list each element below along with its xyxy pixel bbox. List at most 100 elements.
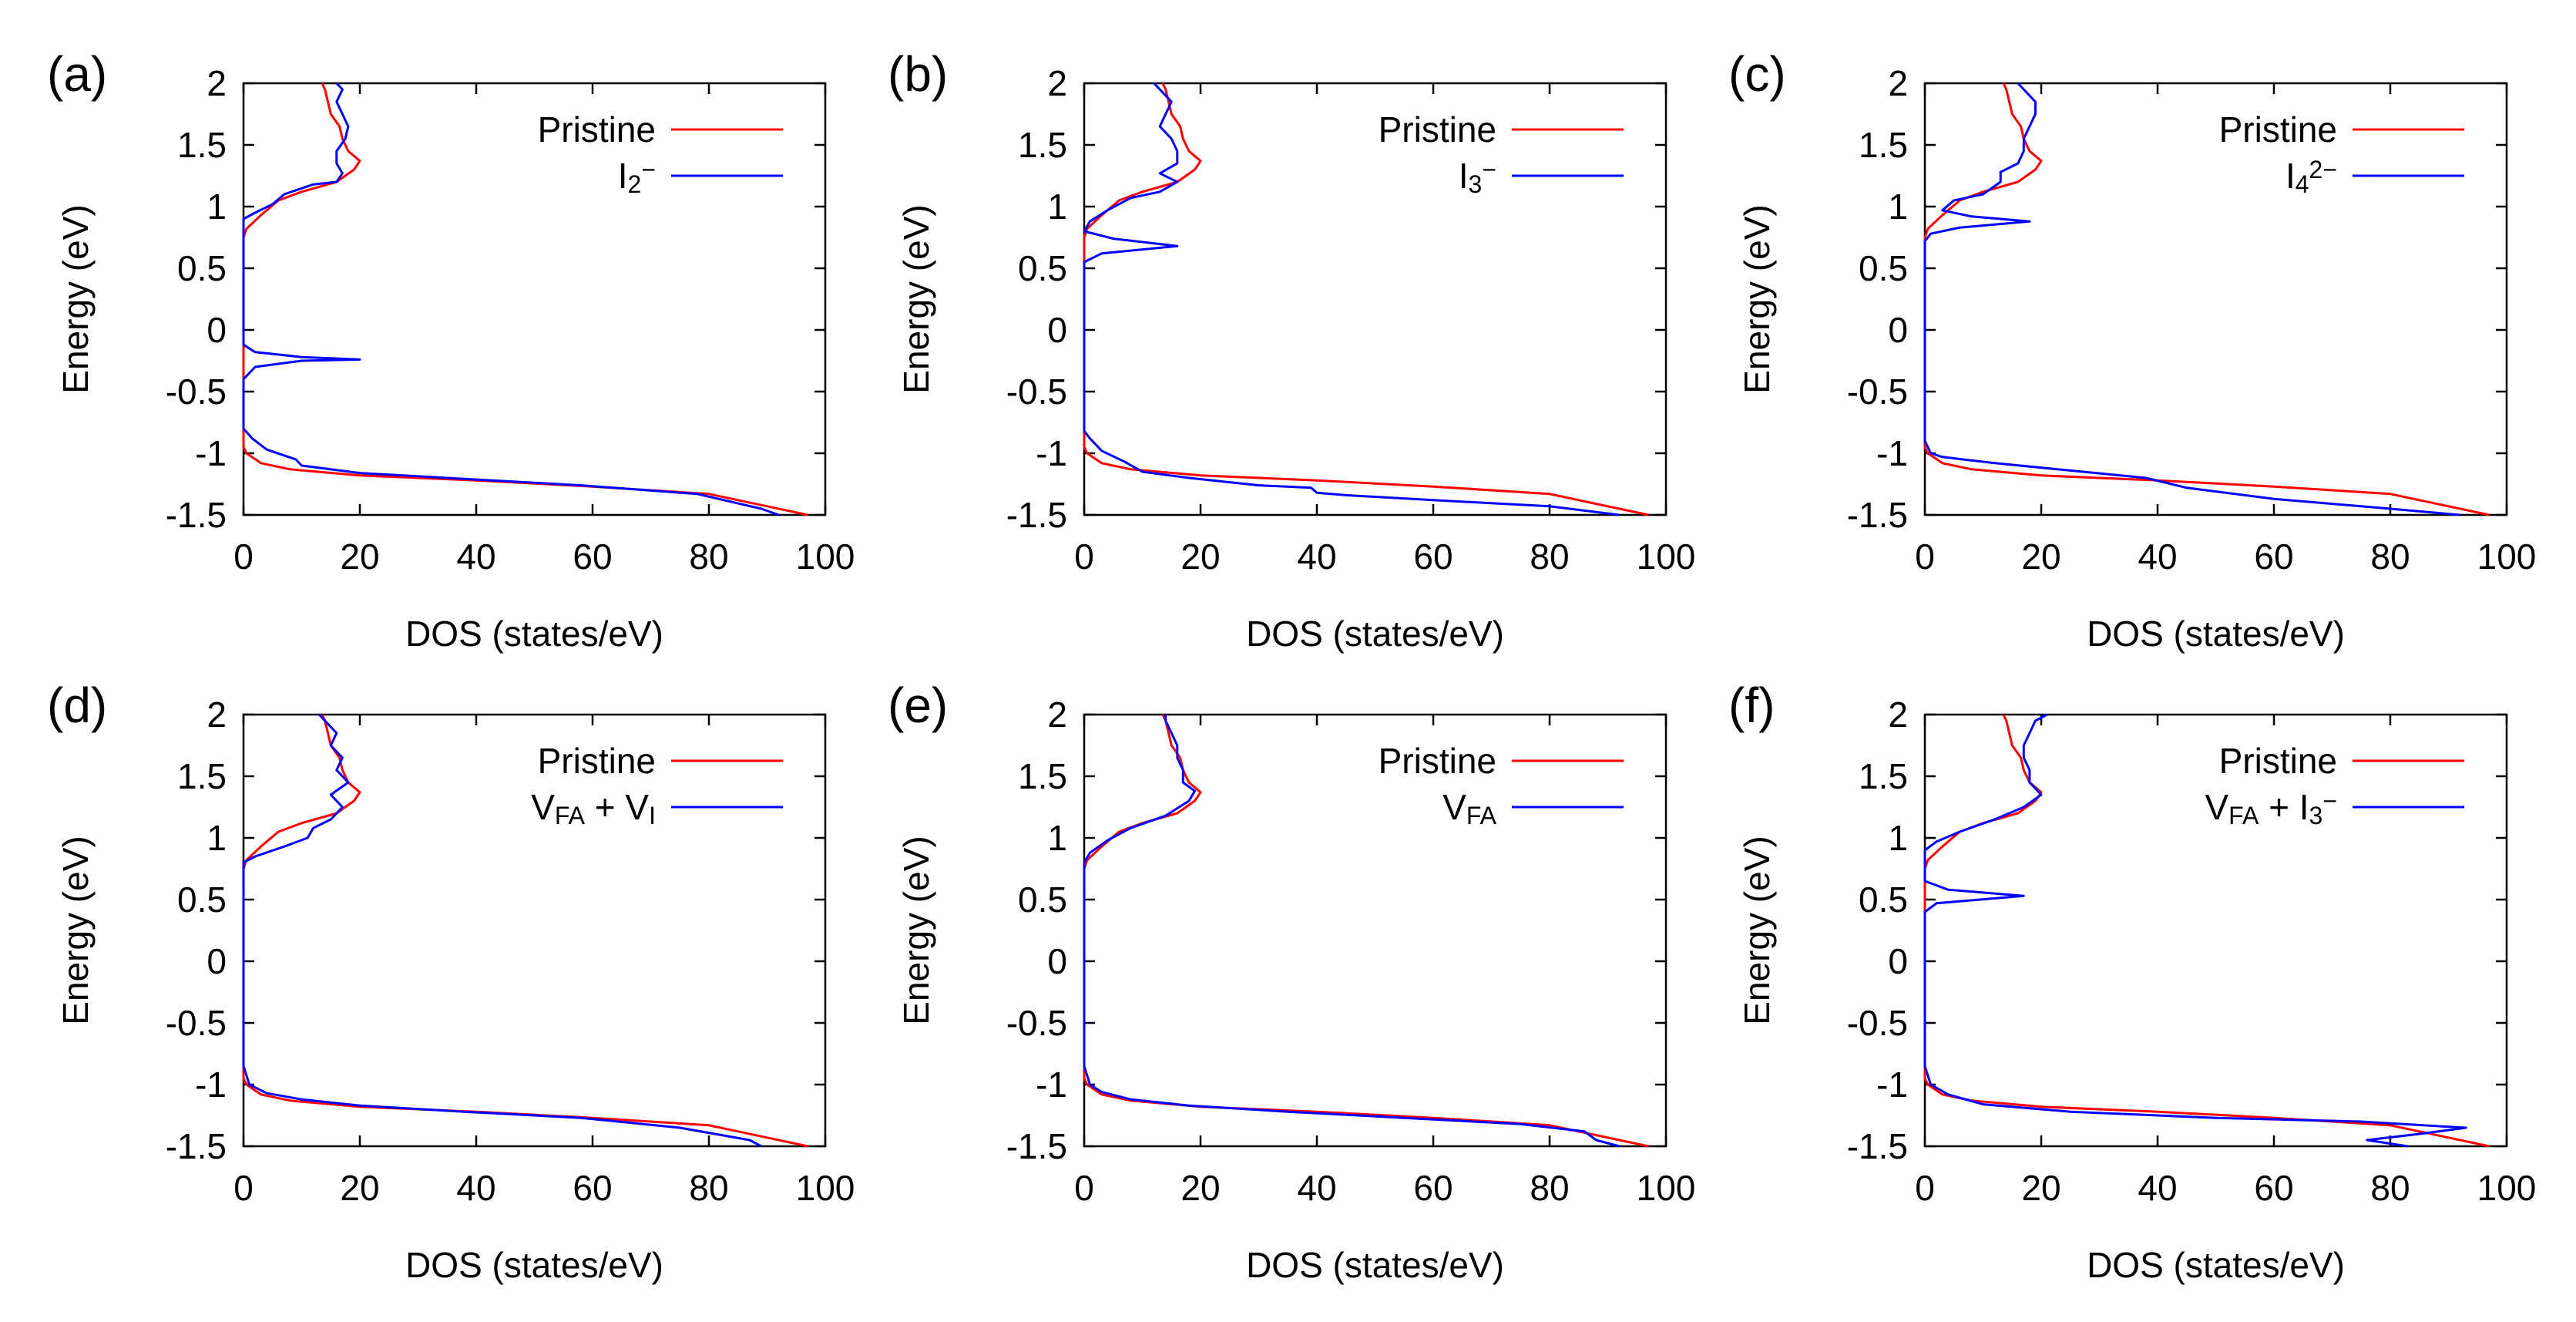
y-tick-label: 0.5 xyxy=(1018,248,1067,288)
dos-curve xyxy=(1923,82,2460,516)
y-tick-label: 1.5 xyxy=(1018,756,1067,796)
plot-frame xyxy=(1083,713,1668,1148)
x-tick-label: 40 xyxy=(1297,537,1336,577)
x-tick-label: 20 xyxy=(2021,537,2060,577)
x-tick-label: 100 xyxy=(796,1168,855,1208)
x-tick-label: 60 xyxy=(1413,537,1453,577)
x-tick-label: 40 xyxy=(2138,537,2177,577)
x-tick-label: 60 xyxy=(2254,537,2293,577)
y-tick-label: 0 xyxy=(207,941,227,981)
x-tick-label: 0 xyxy=(233,537,254,577)
x-tick-label: 80 xyxy=(689,537,728,577)
x-tick-label: 60 xyxy=(2254,1168,2293,1208)
x-tick-label: 40 xyxy=(456,537,495,577)
y-tick-label: 1 xyxy=(207,818,227,858)
legend-label: Pristine xyxy=(538,741,656,781)
y-tick-label: 2 xyxy=(1888,695,1908,735)
legend-label-part: V xyxy=(1442,787,1466,827)
plot-frame xyxy=(1923,82,2508,516)
legend-label-part: FA xyxy=(555,802,586,829)
y-tick-label: -0.5 xyxy=(1006,1003,1067,1043)
x-tick-label: 0 xyxy=(1915,1168,1935,1208)
legend-label-part: Pristine xyxy=(538,741,656,781)
legend-label: VFA xyxy=(1442,787,1496,829)
x-tick-label: 40 xyxy=(1297,1168,1336,1208)
y-tick-label: 0 xyxy=(1047,941,1067,981)
plot-frame xyxy=(1923,713,2508,1148)
dos-curve xyxy=(242,82,780,516)
y-tick-label: 0 xyxy=(1888,310,1908,350)
x-axis-title: DOS (states/eV) xyxy=(2087,614,2345,654)
panel-label: (d) xyxy=(47,678,107,733)
dos-curve xyxy=(1083,715,1620,1148)
x-tick-label: 60 xyxy=(573,1168,612,1208)
legend-label-part: 3 xyxy=(1469,170,1483,198)
y-tick-label: -1 xyxy=(1876,433,1908,473)
y-axis-title: Energy (eV) xyxy=(55,836,96,1024)
x-tick-label: 0 xyxy=(233,1168,254,1208)
x-tick-label: 100 xyxy=(796,537,855,577)
y-axis-title: Energy (eV) xyxy=(1737,836,1777,1024)
legend-label: Pristine xyxy=(2219,109,2337,150)
dos-panel: (a) 0 20 40 60 80 100 2 1.5 1 0.5 0 -0.5 -1 -1.5 DOS (s… xyxy=(47,46,855,654)
y-tick-label: -0.5 xyxy=(1847,1003,1908,1043)
y-tick-label: 1 xyxy=(1047,818,1067,858)
y-tick-label: -1.5 xyxy=(1006,1126,1067,1166)
legend-label-part: Pristine xyxy=(2219,109,2337,150)
panel-label: (f) xyxy=(1728,678,1775,733)
y-tick-label: 0 xyxy=(1888,941,1908,981)
y-tick-label: -0.5 xyxy=(1847,372,1908,412)
y-tick-label: 2 xyxy=(1047,695,1067,735)
dos-panel: (c) 0 20 40 60 80 100 2 1.5 1 0.5 0 -0.5 -1 -1.5 DOS (s… xyxy=(1728,46,2536,654)
x-tick-label: 100 xyxy=(1637,1168,1696,1208)
legend-label: I3− xyxy=(1459,156,1496,198)
legend-label-part: Pristine xyxy=(1379,109,1496,150)
y-tick-label: 0.5 xyxy=(1018,880,1067,920)
panel-label: (c) xyxy=(1728,46,1786,102)
legend-label-part: Pristine xyxy=(1379,741,1496,781)
y-tick-label: -0.5 xyxy=(1006,372,1067,412)
y-tick-label: -1.5 xyxy=(166,495,227,535)
legend-label-part: I xyxy=(649,802,656,829)
x-tick-label: 0 xyxy=(1074,537,1094,577)
y-tick-label: 0.5 xyxy=(177,248,227,288)
y-axis-title: Energy (eV) xyxy=(1737,204,1777,393)
legend-label: Pristine xyxy=(2219,741,2337,781)
x-tick-label: 40 xyxy=(456,1168,495,1208)
dos-curve xyxy=(1083,82,1620,516)
x-tick-label: 40 xyxy=(2138,1168,2177,1208)
x-axis-title: DOS (states/eV) xyxy=(1246,1245,1504,1285)
x-tick-label: 80 xyxy=(1530,537,1569,577)
legend-label-part: + V xyxy=(585,787,649,827)
dos-curve xyxy=(1923,82,2490,516)
y-axis-title: Energy (eV) xyxy=(55,204,96,393)
y-tick-label: 0.5 xyxy=(177,880,227,920)
y-tick-label: 1 xyxy=(207,187,227,227)
y-tick-label: -1.5 xyxy=(1006,495,1067,535)
legend-label-part: − xyxy=(641,156,656,183)
legend-label-part: 2− xyxy=(2309,156,2337,183)
x-axis-title: DOS (states/eV) xyxy=(2087,1245,2345,1285)
plot-frame xyxy=(242,713,827,1148)
legend-label-part: I xyxy=(1459,156,1469,196)
legend-label-part: + I xyxy=(2259,787,2309,827)
y-tick-label: -1 xyxy=(1036,433,1067,473)
legend-label-part: FA xyxy=(2228,802,2259,829)
legend-label-part: 4 xyxy=(2296,170,2309,198)
legend-label-part: Pristine xyxy=(2219,741,2337,781)
x-axis-title: DOS (states/eV) xyxy=(1246,614,1504,654)
y-tick-label: 0.5 xyxy=(1859,880,1908,920)
legend-label-part: − xyxy=(2322,787,2337,815)
y-tick-label: -0.5 xyxy=(166,1003,227,1043)
y-tick-label: -0.5 xyxy=(166,372,227,412)
x-tick-label: 60 xyxy=(573,537,612,577)
x-tick-label: 100 xyxy=(2477,1168,2537,1208)
legend-label: Pristine xyxy=(1379,741,1496,781)
y-tick-label: -1 xyxy=(195,1065,227,1105)
y-tick-label: 1 xyxy=(1888,187,1908,227)
dos-curve xyxy=(1083,714,1649,1148)
dos-curve xyxy=(1923,714,2490,1148)
y-tick-label: -1 xyxy=(1876,1065,1908,1105)
y-tick-label: 0.5 xyxy=(1859,248,1908,288)
